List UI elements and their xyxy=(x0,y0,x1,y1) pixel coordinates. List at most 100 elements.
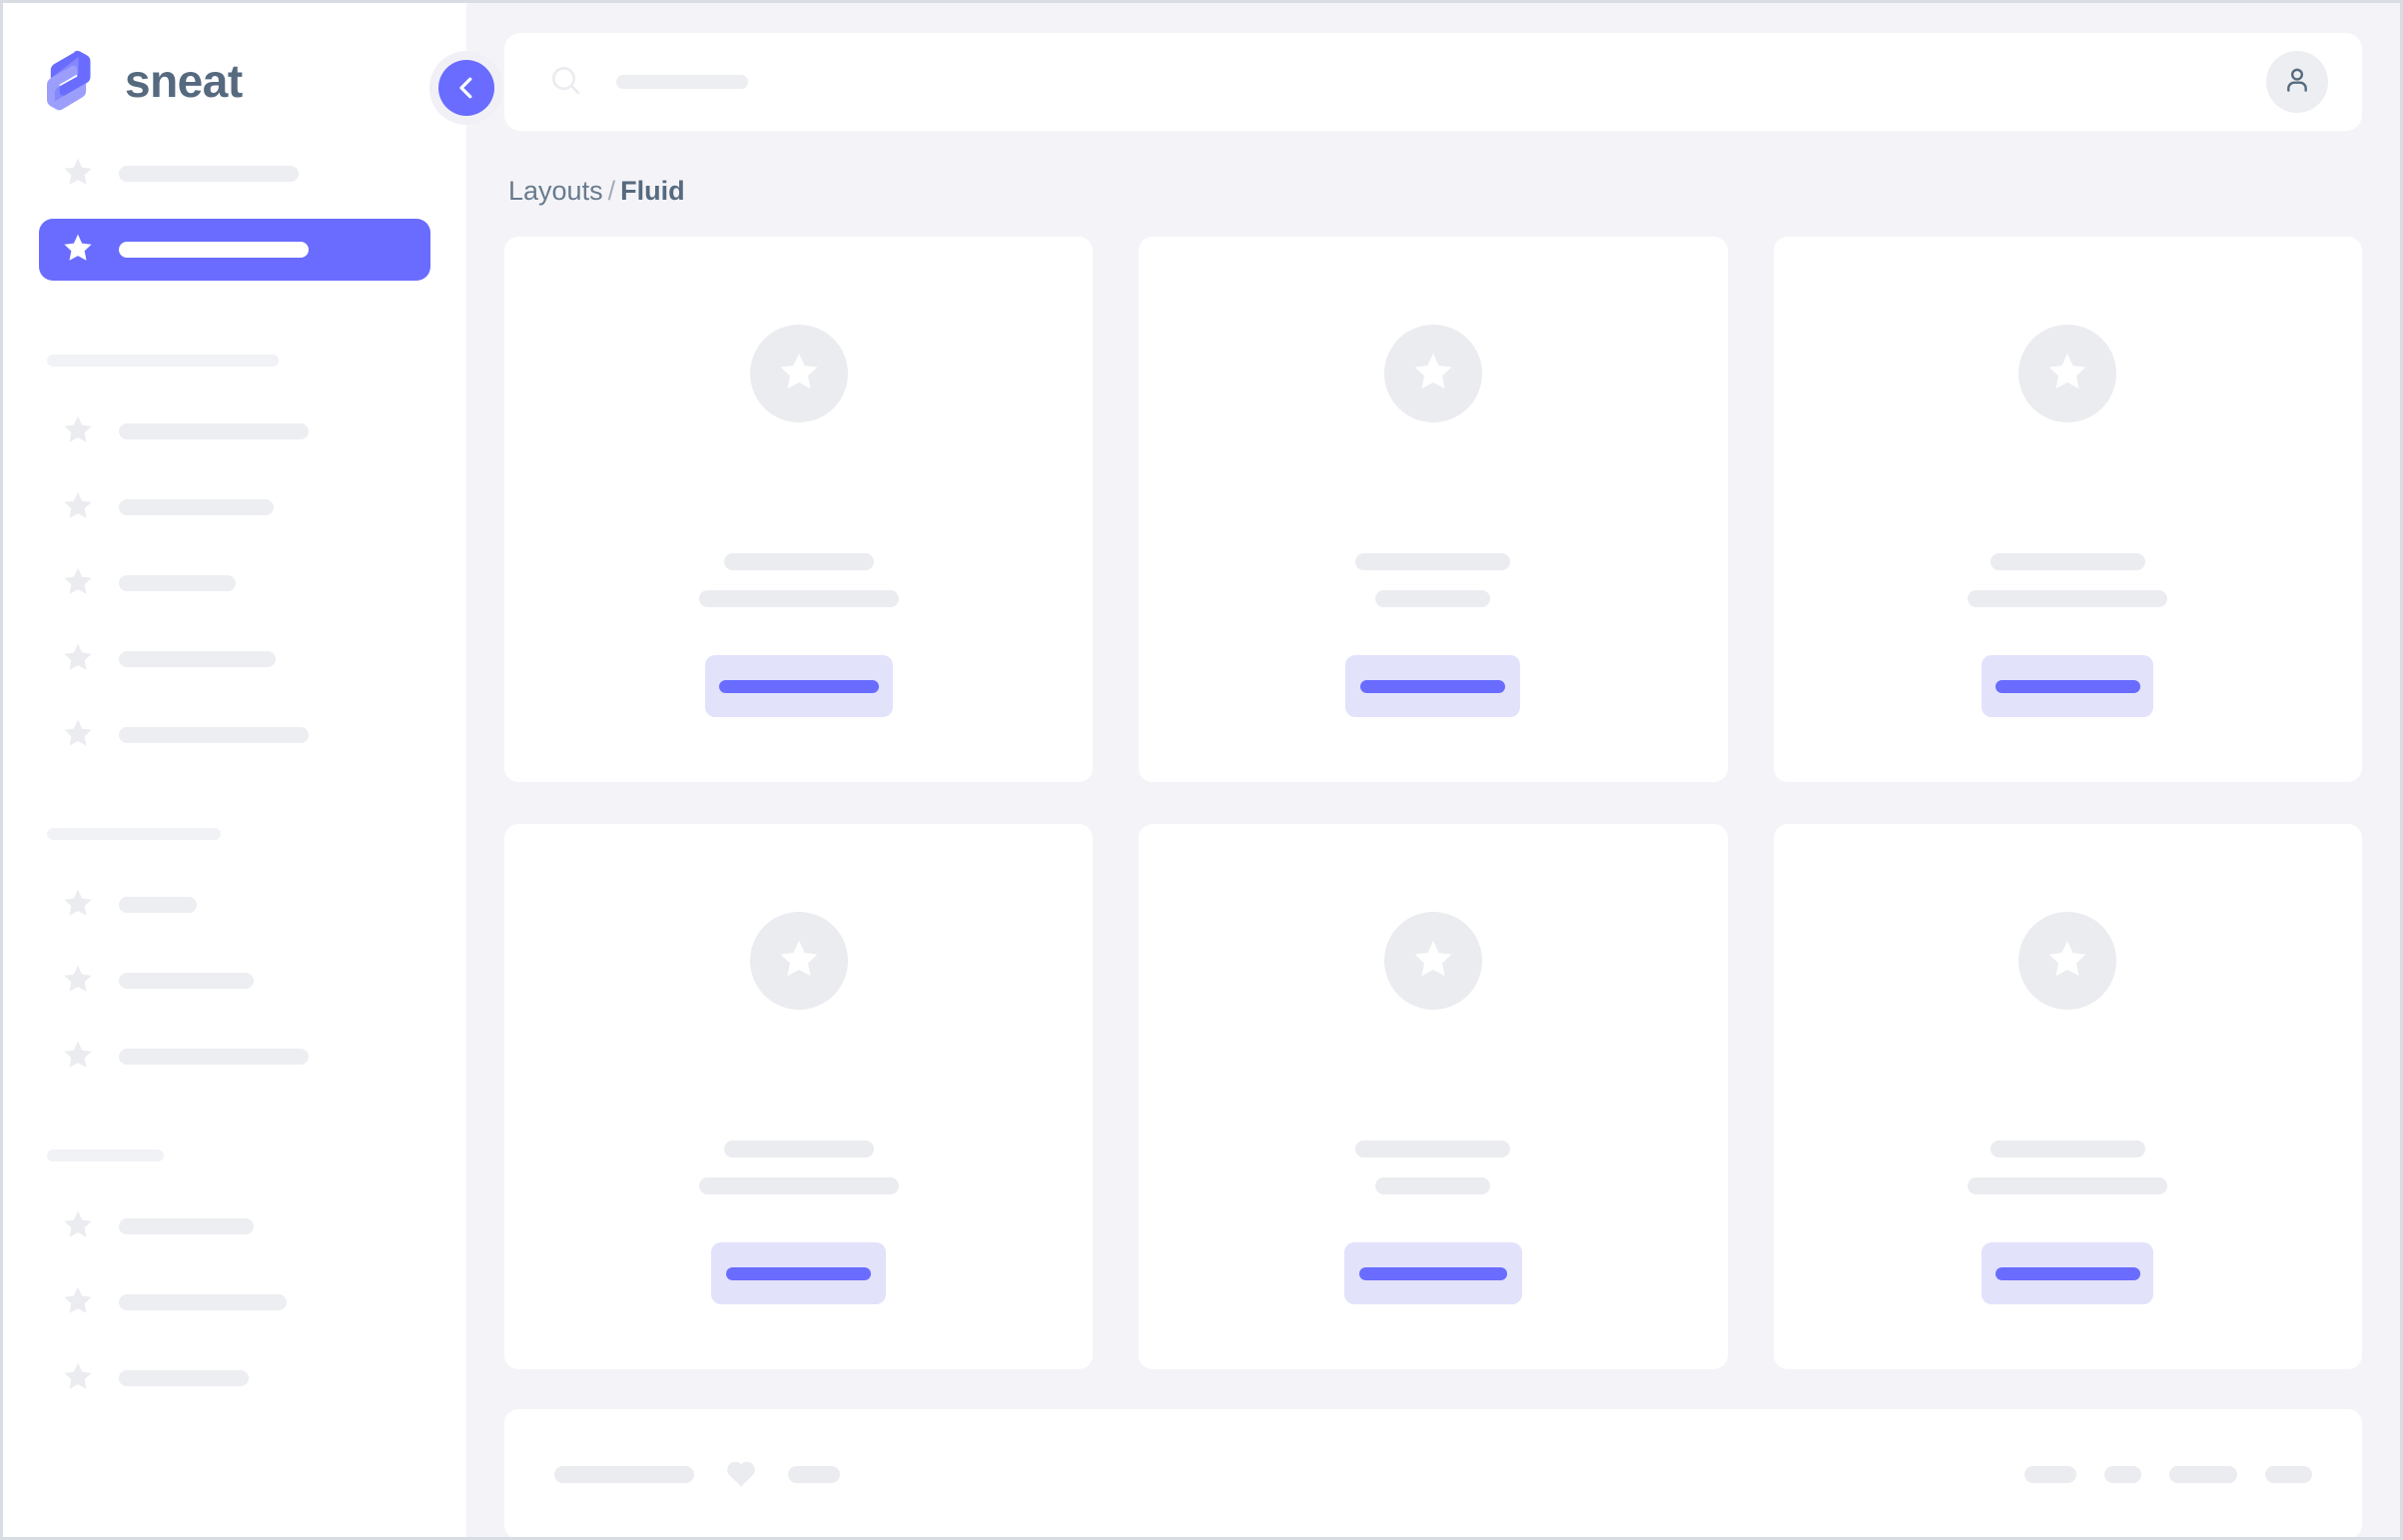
sidebar-item-label xyxy=(119,1370,249,1386)
card-subtitle-bar xyxy=(1375,590,1491,607)
card-title-bar xyxy=(1355,1141,1511,1157)
card-grid xyxy=(504,237,2362,1369)
card-subtitle-bar xyxy=(1375,1177,1491,1194)
sidebar-item-2-2[interactable] xyxy=(39,1026,430,1088)
sidebar-item-label xyxy=(119,423,309,439)
footer-right-bar[interactable] xyxy=(2169,1465,2237,1483)
card xyxy=(504,237,1094,782)
sidebar-item-1-1[interactable] xyxy=(39,476,430,538)
sidebar-spacer xyxy=(3,121,466,143)
avatar[interactable] xyxy=(2266,51,2328,113)
card-action-button-label xyxy=(1358,1266,1507,1280)
star-icon xyxy=(61,962,95,1001)
chevron-left-icon xyxy=(438,60,494,116)
sidebar-item-2-0[interactable] xyxy=(39,874,430,936)
top-navbar xyxy=(504,33,2362,131)
card-action-button-label xyxy=(1995,1266,2140,1280)
card-avatar xyxy=(2018,912,2117,1010)
star-icon xyxy=(61,1207,95,1246)
star-icon xyxy=(776,349,822,399)
card-avatar xyxy=(749,912,848,1010)
card-action-button[interactable] xyxy=(1982,655,2154,717)
card xyxy=(1773,237,2362,782)
star-icon xyxy=(61,1038,95,1077)
card-avatar xyxy=(1383,325,1482,422)
card-action-button[interactable] xyxy=(1345,655,1521,717)
breadcrumb: Layouts / Fluid xyxy=(504,131,2362,237)
sidebar-collapse-button[interactable] xyxy=(429,51,503,125)
sidebar-item-label xyxy=(119,242,309,258)
sidebar-item-label xyxy=(119,973,254,989)
card-subtitle-bar xyxy=(698,1177,899,1194)
sidebar-item-3-1[interactable] xyxy=(39,1271,430,1333)
heart-icon xyxy=(722,1453,760,1496)
star-icon xyxy=(2044,936,2090,987)
star-icon xyxy=(1410,349,1456,399)
star-icon xyxy=(61,488,95,527)
card xyxy=(504,824,1094,1369)
card-action-button[interactable] xyxy=(711,1242,887,1304)
sidebar-section-header xyxy=(47,1150,164,1161)
star-icon xyxy=(61,412,95,451)
card-subtitle-bar xyxy=(1968,1177,2168,1194)
card-title-bar xyxy=(723,1141,874,1157)
star-icon xyxy=(61,886,95,925)
sidebar-item-2-1[interactable] xyxy=(39,950,430,1012)
sidebar-item-label xyxy=(119,575,236,591)
star-icon xyxy=(61,1283,95,1322)
card-title-bar xyxy=(723,553,874,570)
star-icon xyxy=(1410,936,1456,987)
sidebar-item-1-0[interactable] xyxy=(39,400,430,462)
star-icon xyxy=(61,231,95,270)
sneat-s-logo-icon xyxy=(46,50,105,112)
search-placeholder-bar xyxy=(616,75,748,89)
card-avatar xyxy=(749,325,848,422)
breadcrumb-separator: / xyxy=(607,176,616,206)
main-content: Layouts / Fluid xyxy=(466,3,2400,1537)
sidebar-item-3-0[interactable] xyxy=(39,1195,430,1257)
brand-name: sneat xyxy=(125,55,243,107)
sidebar-nav xyxy=(3,121,466,1409)
card-action-button-label xyxy=(1995,679,2140,693)
user-icon xyxy=(2281,64,2313,101)
star-icon xyxy=(776,936,822,987)
card-action-button[interactable] xyxy=(704,655,893,717)
sidebar-item-label xyxy=(119,1218,254,1234)
search-icon xyxy=(548,63,582,102)
card-action-button-label xyxy=(726,1266,872,1280)
breadcrumb-item-fluid: Fluid xyxy=(620,176,685,206)
sidebar-item-label xyxy=(119,1049,309,1065)
footer-right-bar[interactable] xyxy=(2024,1465,2076,1483)
star-icon xyxy=(2044,349,2090,399)
sidebar-item-1-2[interactable] xyxy=(39,552,430,614)
card-avatar xyxy=(1383,912,1482,1010)
card-subtitle-bar xyxy=(1968,590,2168,607)
search-input[interactable] xyxy=(548,63,2266,102)
card-action-button-label xyxy=(1360,679,1506,693)
footer-left-bar[interactable] xyxy=(554,1465,694,1483)
card-action-button-label xyxy=(718,679,879,693)
star-icon xyxy=(61,155,95,194)
sidebar-item-1-3[interactable] xyxy=(39,628,430,690)
sidebar-item-label xyxy=(119,727,309,743)
sidebar-item-1-4[interactable] xyxy=(39,704,430,766)
star-icon xyxy=(61,564,95,603)
brand[interactable]: sneat xyxy=(3,3,466,121)
sidebar-item-3-2[interactable] xyxy=(39,1347,430,1409)
footer-left-bar[interactable] xyxy=(788,1465,840,1483)
card-avatar xyxy=(2018,325,2117,422)
card-title-bar xyxy=(1990,1141,2145,1157)
card-action-button[interactable] xyxy=(1343,1242,1522,1304)
star-icon xyxy=(61,716,95,755)
footer-right-bar[interactable] xyxy=(2104,1465,2141,1483)
sidebar-item-0-0[interactable] xyxy=(39,143,430,205)
breadcrumb-item-layouts[interactable]: Layouts xyxy=(508,176,603,206)
card-subtitle-bar xyxy=(698,590,899,607)
card-title-bar xyxy=(1355,553,1511,570)
card xyxy=(1139,237,1728,782)
sidebar-item-label xyxy=(119,897,197,913)
card-action-button[interactable] xyxy=(1982,1242,2154,1304)
sidebar-item-label xyxy=(119,651,276,667)
sidebar-item-0-1[interactable] xyxy=(39,219,430,281)
footer-right-bar[interactable] xyxy=(2265,1465,2312,1483)
